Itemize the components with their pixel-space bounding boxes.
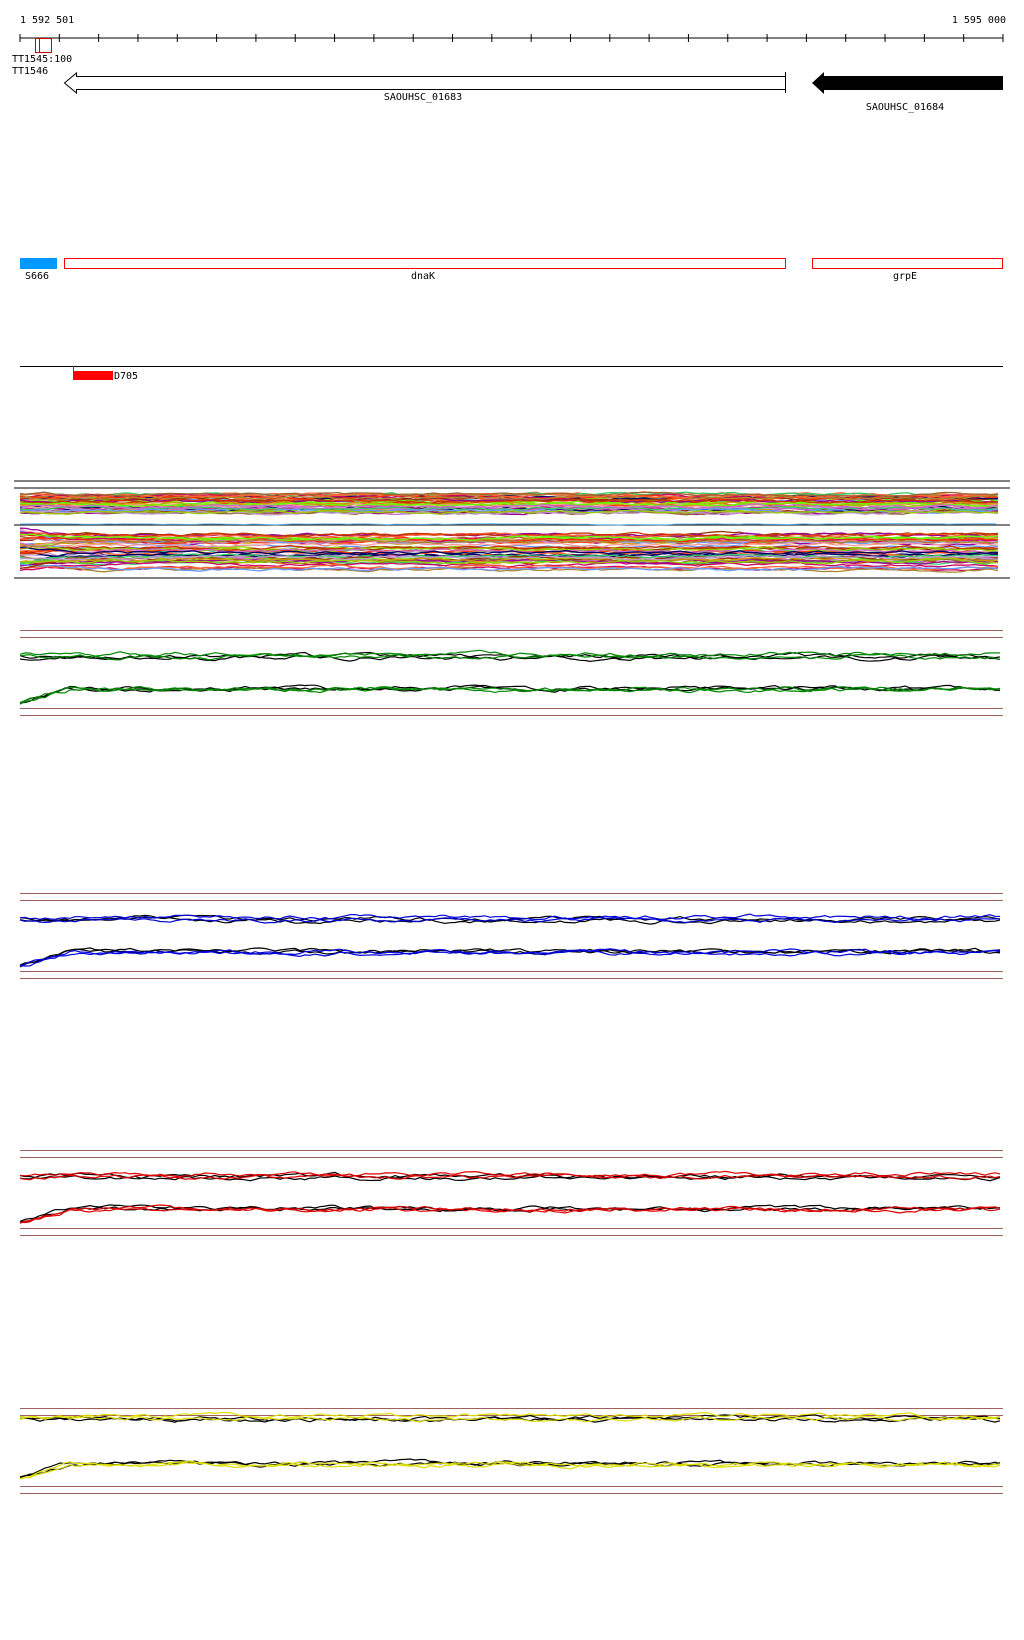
sample-trace	[19, 492, 998, 499]
expression-panel-3	[19, 1150, 1003, 1236]
marker-track: D705	[20, 366, 1003, 382]
sample-trace	[19, 564, 999, 573]
feature-box[interactable]	[64, 258, 786, 269]
feature-label: dnaK	[411, 271, 435, 282]
sample-trace	[20, 541, 999, 548]
expression-trace	[19, 1206, 1001, 1224]
sample-trace	[19, 555, 999, 561]
sample-trace	[19, 503, 999, 509]
sample-trace	[19, 546, 999, 555]
expression-panels	[19, 630, 1003, 1494]
gene-arrow-filled[interactable]	[812, 72, 1003, 94]
sample-trace	[19, 494, 999, 501]
sample-trace	[19, 538, 999, 550]
sample-trace	[19, 563, 999, 572]
expression-trace	[19, 1174, 1001, 1182]
feature-label: grpE	[893, 271, 917, 282]
expression-panel-2	[19, 893, 1003, 979]
expression-trace	[19, 1461, 1001, 1480]
gene-label: SAOUHSC_01684	[866, 102, 944, 113]
ruler-end-label: 1 595 000	[952, 15, 1006, 26]
multi-sample-coverage-panel	[14, 480, 1010, 579]
expression-trace	[19, 1458, 1001, 1478]
feature-grpe[interactable]: grpE	[812, 258, 1003, 283]
expression-trace	[19, 947, 1001, 966]
expression-panel-1	[19, 630, 1003, 716]
gene-label: SAOUHSC_01683	[384, 92, 462, 103]
sample-trace	[19, 535, 999, 545]
marker-d705[interactable]	[73, 371, 113, 380]
sample-trace	[19, 553, 998, 564]
feature-box[interactable]	[20, 258, 57, 269]
expression-trace	[19, 686, 1001, 705]
feature-s666[interactable]: S666	[20, 258, 57, 282]
expression-trace	[19, 1173, 1001, 1181]
sample-trace	[19, 500, 999, 507]
gene-arrow-outline[interactable]	[63, 71, 786, 95]
sample-trace	[19, 544, 999, 555]
ruler-start-label: 1 592 501	[20, 15, 74, 26]
sample-trace	[19, 533, 999, 542]
expression-trace	[19, 1460, 1001, 1480]
sample-trace	[19, 531, 999, 538]
sample-trace	[19, 522, 997, 526]
ruler: 1 592 501 1 595 000	[19, 15, 1006, 42]
feature-box[interactable]	[812, 258, 1003, 269]
expression-trace	[19, 654, 1001, 663]
feature-dnak[interactable]: dnaK	[64, 258, 786, 283]
sample-trace	[19, 557, 999, 565]
terminator-box[interactable]	[35, 38, 52, 53]
marker-label: D705	[114, 371, 138, 382]
ruler-ticks	[19, 34, 1004, 42]
sample-trace	[19, 556, 999, 563]
expression-trace	[19, 1204, 1000, 1223]
expression-trace	[19, 949, 1001, 967]
gene-saouhsc-01683[interactable]: SAOUHSC_01683	[63, 71, 786, 103]
expression-trace	[19, 913, 1001, 921]
expression-trace	[19, 652, 1001, 661]
expression-panel-4	[19, 1408, 1003, 1494]
expression-trace	[19, 685, 1001, 704]
expression-trace	[19, 916, 1000, 924]
expression-trace	[19, 1415, 1001, 1423]
expression-trace	[19, 1411, 1001, 1421]
sample-trace	[19, 508, 999, 514]
feature-label: S666	[25, 271, 49, 282]
terminator-label-overlap: TT1546	[12, 66, 48, 77]
sample-trace	[19, 509, 999, 515]
terminator-feature[interactable]: TT1545:100 TT1546	[12, 38, 72, 77]
expression-trace	[19, 1170, 1001, 1178]
sample-trace	[19, 501, 999, 508]
sample-trace	[19, 498, 999, 504]
sample-trace	[19, 491, 999, 498]
sample-trace	[20, 563, 999, 571]
terminator-label: TT1545:100	[12, 54, 72, 65]
gene-saouhsc-01684[interactable]: SAOUHSC_01684	[812, 72, 1003, 113]
